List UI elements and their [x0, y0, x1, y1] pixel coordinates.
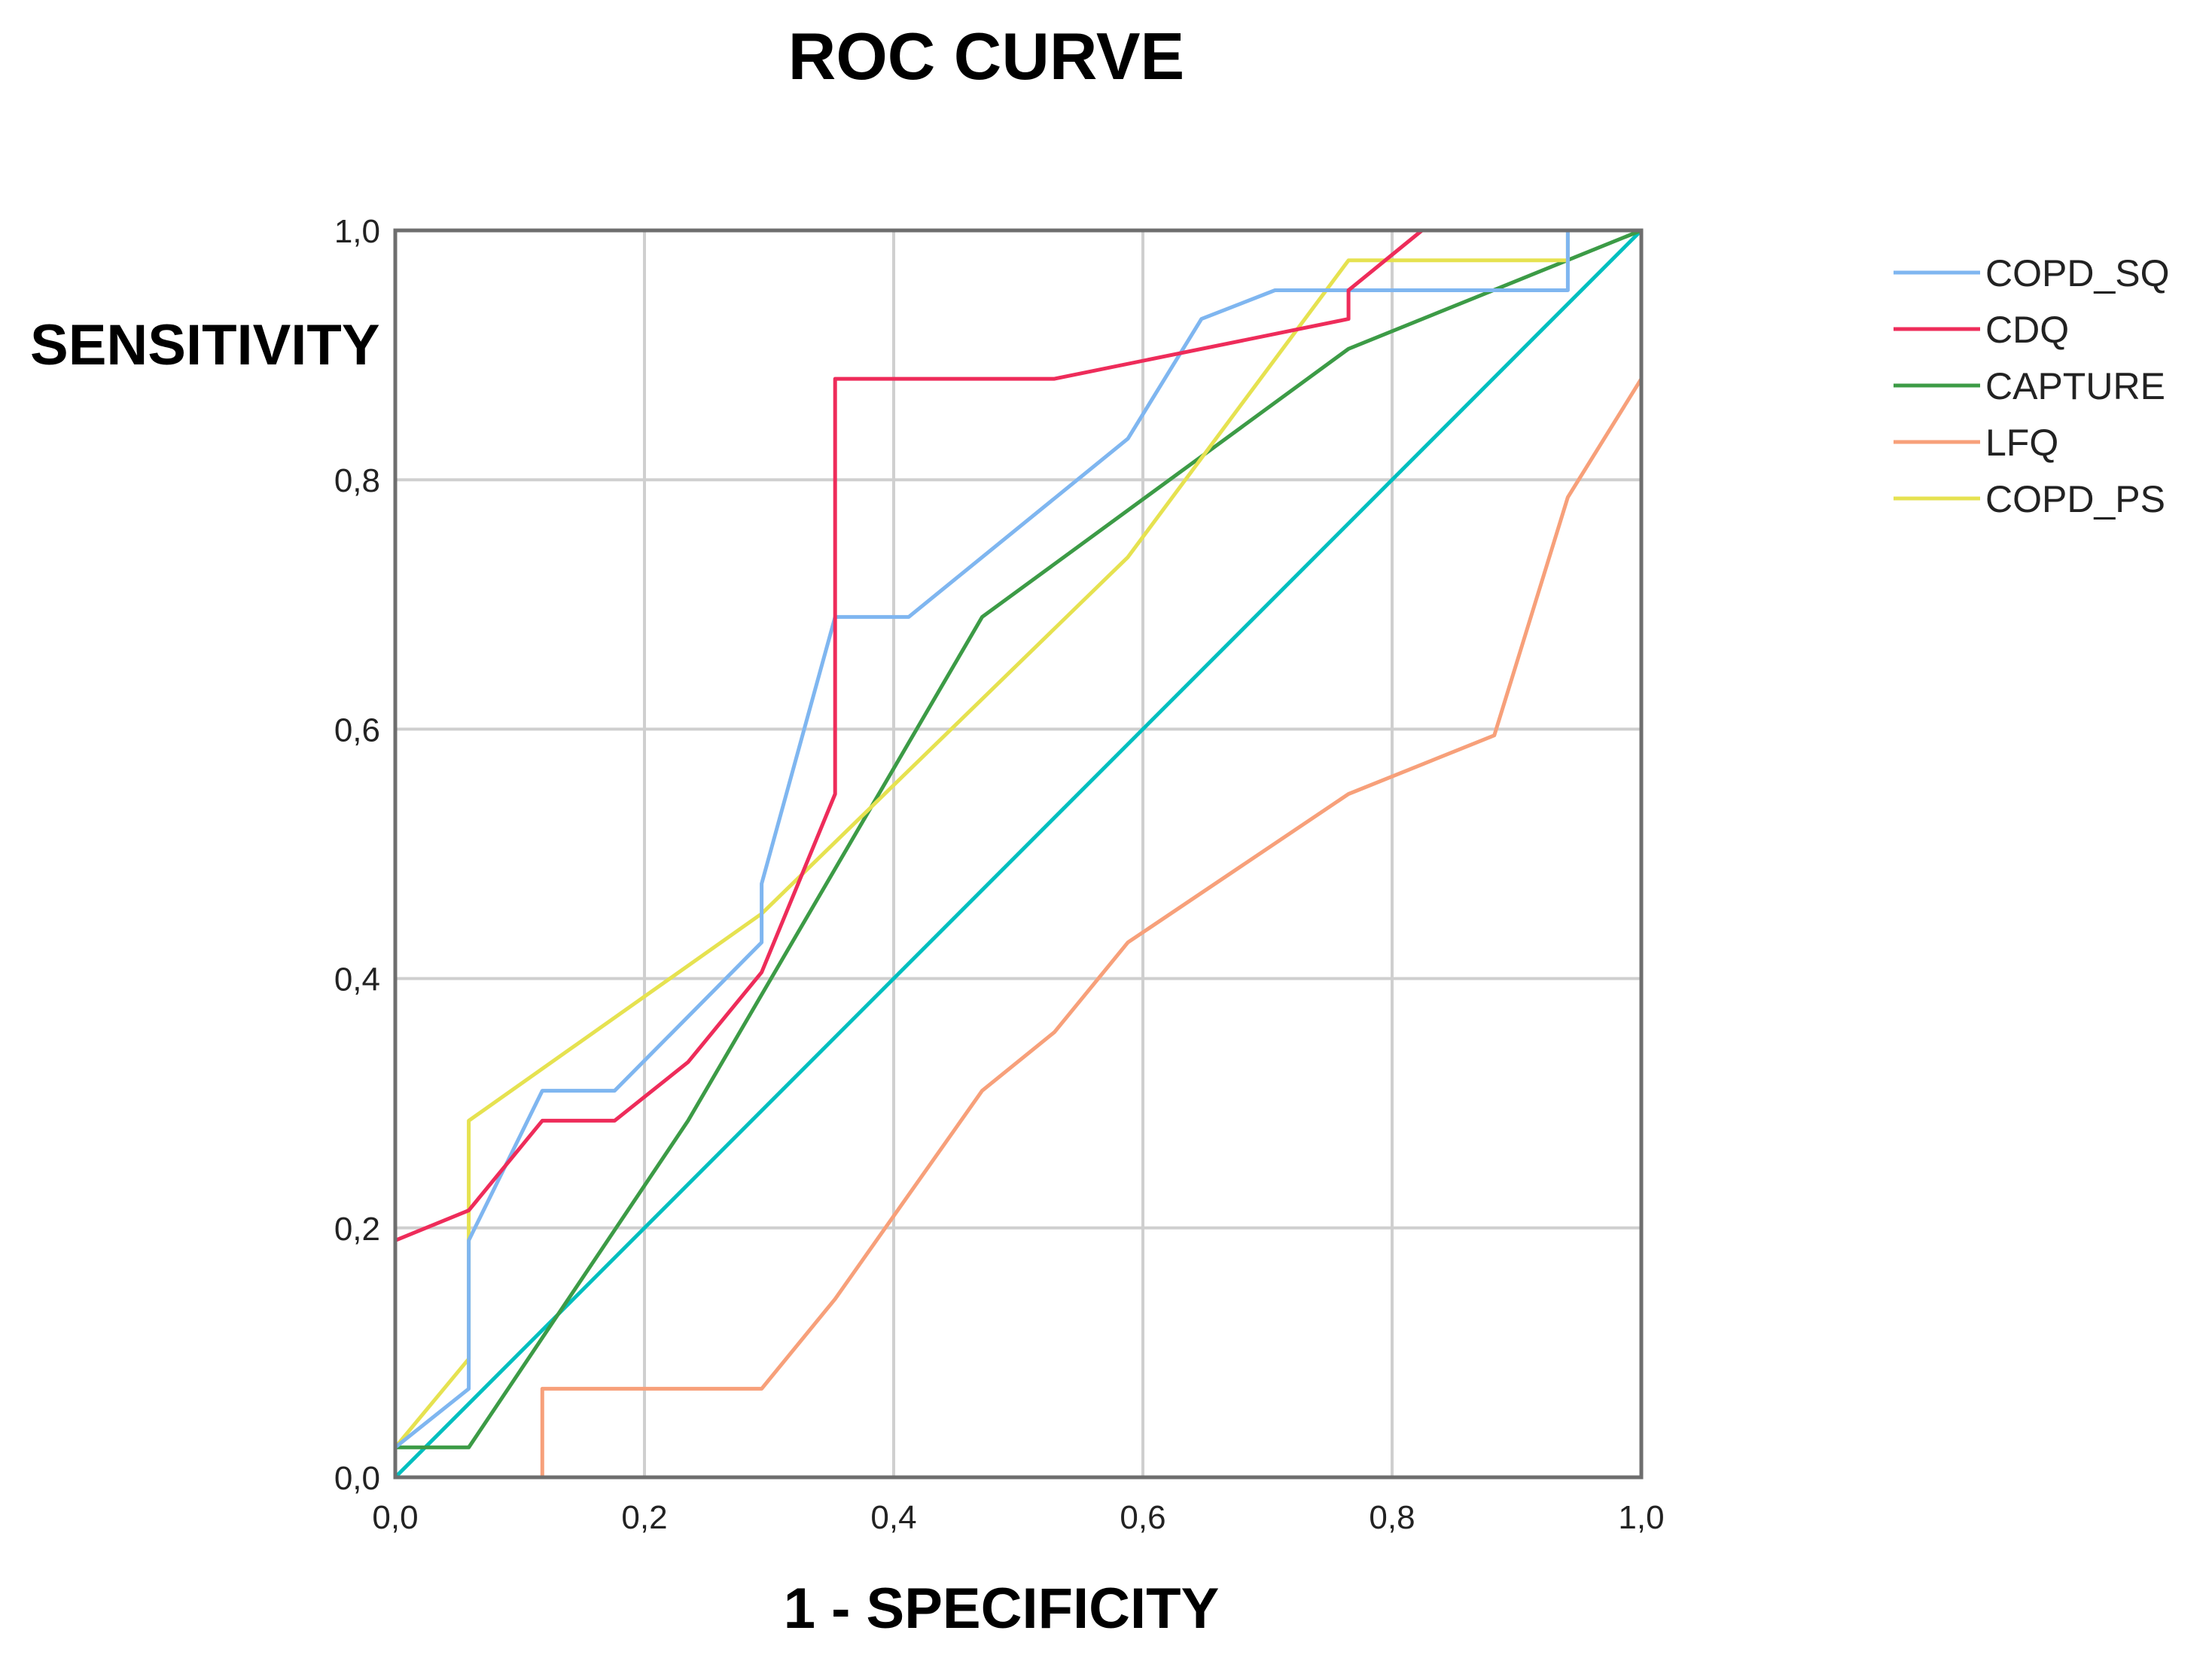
legend-label-cdq: CDQ — [1985, 309, 2069, 351]
series-lines — [393, 228, 1644, 1480]
chart-title: ROC CURVE — [788, 19, 1184, 93]
x-tick-label: 0,2 — [621, 1499, 667, 1536]
plot-area-frame — [393, 228, 1644, 1480]
series-line-copd-sq — [393, 228, 1644, 1449]
y-tick-label: 0,0 — [334, 1460, 380, 1497]
y-tick-label: 0,2 — [334, 1211, 380, 1248]
x-tick-label: 0,0 — [372, 1499, 418, 1536]
legend-label-copd-sq: COPD_SQ — [1985, 252, 2170, 294]
x-tick-label: 0,4 — [870, 1499, 916, 1536]
x-tick-label: 0,6 — [1120, 1499, 1165, 1536]
legend: COPD_SQ CDQ CAPTURE LFQ COPD_PS — [1894, 252, 2170, 520]
series-line-cdq — [393, 228, 1644, 1480]
y-tick-label: 1,0 — [334, 213, 380, 250]
y-axis-label: SENSITIVITY — [30, 313, 380, 377]
legend-label-copd-ps: COPD_PS — [1985, 478, 2165, 520]
x-tick-label: 1,0 — [1618, 1499, 1664, 1536]
series-line-lfq — [393, 228, 1644, 1480]
y-tick-label: 0,8 — [334, 462, 380, 499]
y-tick-label: 0,4 — [334, 962, 380, 998]
series-line-copd-ps — [393, 228, 1644, 1449]
x-tick-label: 0,8 — [1369, 1499, 1415, 1536]
legend-label-capture: CAPTURE — [1985, 365, 2165, 407]
y-tick-label: 0,6 — [334, 712, 380, 748]
x-axis-label: 1 - SPECIFICITY — [784, 1577, 1220, 1641]
series-line-capture — [393, 228, 1644, 1449]
reference-diagonal-line — [393, 228, 1644, 1480]
legend-label-lfq: LFQ — [1985, 422, 2058, 464]
tick-labels: 0,0 0,2 0,4 0,6 0,8 1,0 0,0 0,2 0,4 0,6 0,8 1,0 — [334, 213, 1665, 1536]
